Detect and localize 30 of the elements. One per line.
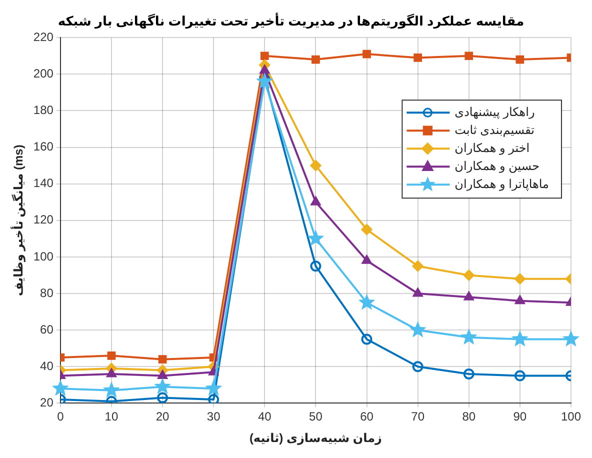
- x-axis-title: زمان شبیه‌سازی (ثانیه): [249, 431, 382, 446]
- y-tick-label: 140: [33, 176, 54, 190]
- y-tick-label: 220: [33, 30, 54, 44]
- x-tick-label: 30: [206, 410, 221, 424]
- x-tick-label: 80: [462, 410, 476, 424]
- y-tick-label: 40: [40, 358, 54, 373]
- x-tick-label: 40: [258, 410, 272, 424]
- legend-label: اختر و همکاران: [454, 140, 530, 155]
- x-tick-label: 0: [57, 410, 64, 424]
- y-tick-label: 120: [33, 212, 54, 227]
- y-axis-title: میانگین تأخیر وظایف (ms): [10, 144, 26, 296]
- y-tick-label: 160: [33, 140, 54, 154]
- y-tick-label: 60: [40, 322, 54, 336]
- x-tick-label: 90: [513, 410, 527, 424]
- y-tick-label: 20: [40, 396, 54, 410]
- legend-label: ماهاپاترا و همکاران: [454, 176, 549, 191]
- x-tick-label: 10: [104, 410, 118, 424]
- x-tick-label: 100: [560, 410, 582, 424]
- legend-label: تقسیم‌بندی ثابت: [454, 122, 535, 137]
- y-tick-label: 200: [33, 66, 54, 80]
- chart-title: مقایسه عملکرد الگوریتم‌ها در مدیریت تأخیر تحت تغییرات ناگهانی بار شبکه: [58, 12, 524, 30]
- legend-label: راهکار پیشنهادی: [454, 104, 535, 119]
- x-tick-label: 20: [156, 410, 170, 424]
- legend-label: حسین و همکاران: [454, 158, 540, 173]
- x-tick-label: 60: [360, 410, 374, 424]
- y-tick-label: 100: [33, 249, 54, 264]
- y-tick-label: 180: [33, 103, 54, 118]
- y-tick-label: 80: [40, 286, 54, 300]
- x-tick-label: 70: [411, 410, 425, 424]
- x-tick-label: 50: [309, 410, 323, 424]
